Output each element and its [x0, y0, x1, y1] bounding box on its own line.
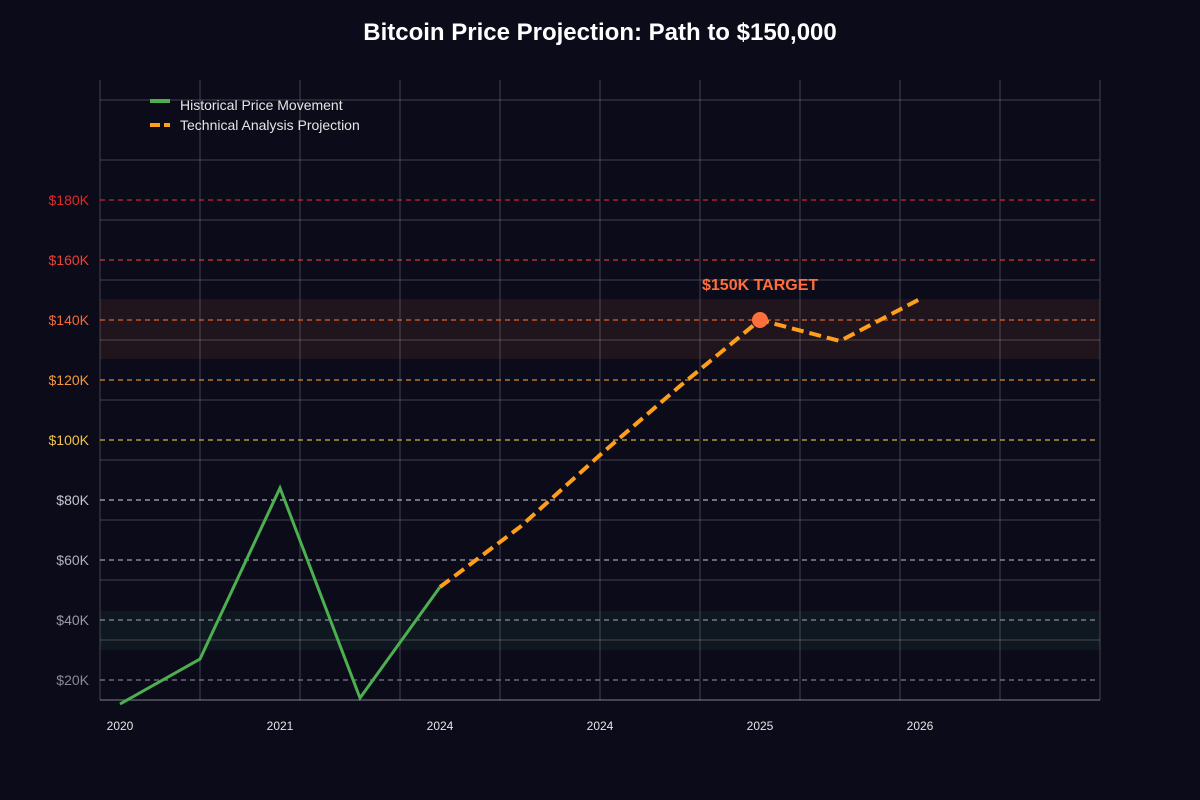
projection-line — [438, 297, 921, 589]
x-tick-label: 2024 — [587, 719, 614, 733]
y-tick-label: $40K — [56, 612, 89, 628]
target-marker-group: $150K TARGET — [702, 277, 818, 328]
y-tick-label: $180K — [49, 192, 90, 208]
x-tick-label: 2020 — [107, 719, 134, 733]
target-label: $150K TARGET — [702, 277, 818, 294]
price-level-lines — [100, 199, 1095, 681]
zone-bands — [100, 299, 1100, 650]
x-tick-label: 2024 — [427, 719, 454, 733]
historical-price-line — [119, 484, 442, 706]
support-zone-band — [100, 611, 1100, 650]
x-tick-label: 2025 — [747, 719, 774, 733]
y-tick-label: $80K — [56, 492, 89, 508]
series-lines — [119, 297, 921, 706]
y-tick-label: $120K — [49, 372, 90, 388]
chart-title: Bitcoin Price Projection: Path to $150,0… — [363, 19, 836, 46]
y-tick-label: $60K — [56, 552, 89, 568]
x-tick-label: 2021 — [267, 719, 294, 733]
y-axis-ticks: $20K $40K $60K $80K $100K $120K $140K $160K $180… — [49, 192, 90, 688]
legend-label-historical: Historical Price Movement — [180, 97, 343, 113]
y-tick-label: $100K — [49, 432, 90, 448]
y-tick-label: $20K — [56, 672, 89, 688]
grid-lines — [99, 80, 1101, 701]
y-tick-label: $160K — [49, 252, 90, 268]
x-tick-label: 2026 — [907, 719, 934, 733]
legend: Historical Price Movement Technical Anal… — [150, 97, 360, 133]
y-tick-label: $140K — [49, 312, 90, 328]
x-axis-ticks: 2020 2021 2024 2024 2025 2026 — [107, 719, 934, 733]
target-point — [752, 312, 768, 328]
legend-label-projection: Technical Analysis Projection — [180, 117, 360, 133]
target-zone-band — [100, 299, 1100, 359]
